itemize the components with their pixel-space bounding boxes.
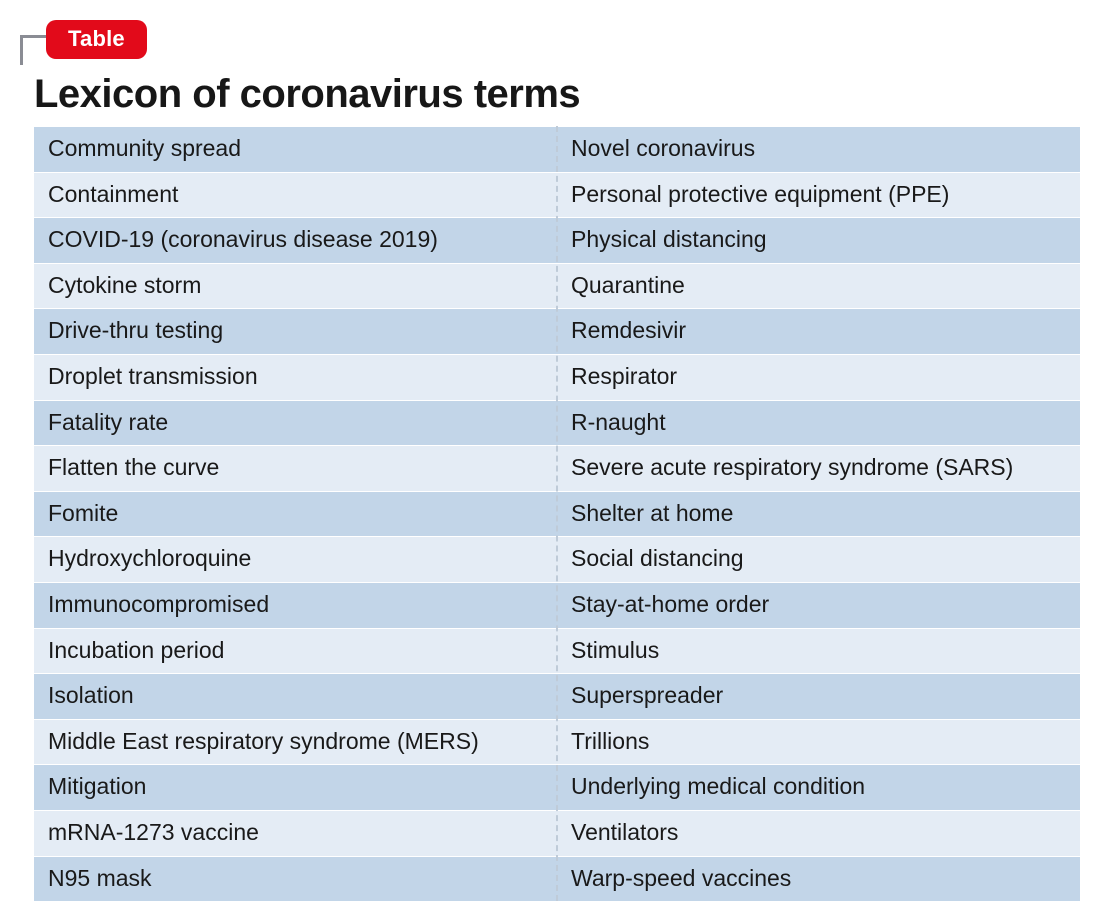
table-cell: Superspreader (557, 673, 1080, 719)
content-region: Lexicon of coronavirus terms Community s… (34, 68, 1080, 902)
table-cell: Respirator (557, 354, 1080, 400)
table-cell: Stimulus (557, 628, 1080, 674)
table-cell: Community spread (34, 126, 557, 172)
table-cell: Warp-speed vaccines (557, 856, 1080, 902)
table-cell: Fomite (34, 491, 557, 537)
table-cell: Isolation (34, 673, 557, 719)
table-cell: Drive-thru testing (34, 308, 557, 354)
table-cell: Quarantine (557, 263, 1080, 309)
table-cell: Flatten the curve (34, 445, 557, 491)
table-cell: Immunocompromised (34, 582, 557, 628)
lexicon-table: Community spreadNovel coronavirusContain… (34, 126, 1080, 902)
table-cell: Severe acute respiratory syndrome (SARS) (557, 445, 1080, 491)
table-cell: Novel coronavirus (557, 126, 1080, 172)
table-badge: Table (46, 20, 147, 59)
table-cell: Middle East respiratory syndrome (MERS) (34, 719, 557, 765)
table-cell: Ventilators (557, 810, 1080, 856)
table-cell: Underlying medical condition (557, 764, 1080, 810)
table-cell: Social distancing (557, 536, 1080, 582)
table-cell: Mitigation (34, 764, 557, 810)
table-cell: COVID-19 (coronavirus disease 2019) (34, 217, 557, 263)
table-cell: Incubation period (34, 628, 557, 674)
table-cell: Shelter at home (557, 491, 1080, 537)
table-cell: Remdesivir (557, 308, 1080, 354)
table-cell: Personal protective equipment (PPE) (557, 172, 1080, 218)
table-cell: Fatality rate (34, 400, 557, 446)
table-cell: Physical distancing (557, 217, 1080, 263)
table-cell: N95 mask (34, 856, 557, 902)
table-cell: Cytokine storm (34, 263, 557, 309)
table-cell: R-naught (557, 400, 1080, 446)
page-title: Lexicon of coronavirus terms (34, 72, 1080, 116)
table-cell: Droplet transmission (34, 354, 557, 400)
table-cell: Trillions (557, 719, 1080, 765)
table-cell: Containment (34, 172, 557, 218)
table-cell: Stay-at-home order (557, 582, 1080, 628)
table-cell: Hydroxychloroquine (34, 536, 557, 582)
table-cell: mRNA-1273 vaccine (34, 810, 557, 856)
